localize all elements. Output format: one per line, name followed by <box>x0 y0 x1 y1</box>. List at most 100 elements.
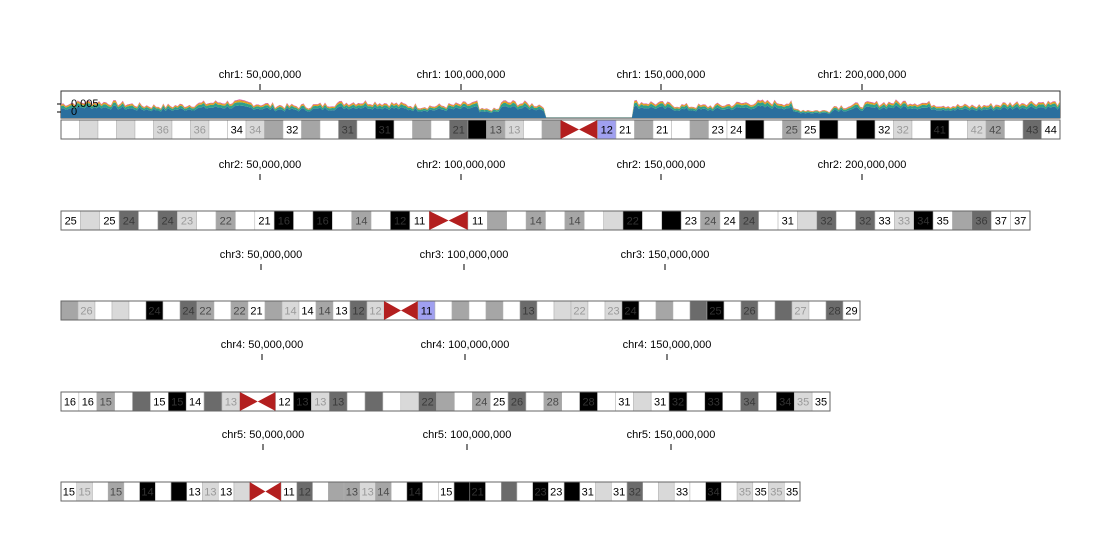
cytoband[interactable] <box>835 210 856 231</box>
cytoband[interactable] <box>642 481 659 502</box>
cytoband[interactable] <box>390 481 408 502</box>
cytoband[interactable] <box>453 481 471 502</box>
cytoband[interactable] <box>485 300 504 321</box>
cytoband[interactable] <box>721 481 738 502</box>
cytoband[interactable] <box>114 391 133 412</box>
cytoband[interactable] <box>819 119 839 140</box>
cytoband[interactable] <box>128 300 147 321</box>
cytoband[interactable] <box>856 119 876 140</box>
cytoband[interactable] <box>689 300 708 321</box>
cytoband[interactable] <box>155 481 172 502</box>
cytoband[interactable] <box>634 119 654 140</box>
cytoband[interactable] <box>758 210 779 231</box>
cytoband[interactable] <box>60 300 79 321</box>
cytoband[interactable] <box>553 300 572 321</box>
cytoband[interactable] <box>1004 119 1024 140</box>
cytoband[interactable] <box>561 391 580 412</box>
cytoband[interactable] <box>400 391 419 412</box>
cytoband[interactable] <box>536 300 555 321</box>
cytoband[interactable] <box>412 119 432 140</box>
cytoband[interactable] <box>430 119 450 140</box>
cytoband[interactable] <box>808 300 827 321</box>
cytoband[interactable] <box>132 391 151 412</box>
cytoband[interactable] <box>356 119 376 140</box>
cytoband[interactable] <box>467 119 487 140</box>
cytoband[interactable] <box>382 391 402 412</box>
cytoband[interactable] <box>502 300 521 321</box>
cytoband[interactable] <box>661 210 682 231</box>
cytoband[interactable] <box>111 300 130 321</box>
cytoband[interactable] <box>689 119 709 140</box>
cytoband[interactable] <box>745 119 765 140</box>
cytoband[interactable] <box>597 391 616 412</box>
cytoband[interactable] <box>364 391 384 412</box>
cytoband[interactable] <box>171 119 191 140</box>
cytoband[interactable] <box>293 210 314 231</box>
cytoband[interactable] <box>633 391 652 412</box>
cytoband[interactable] <box>328 481 345 502</box>
cytoband[interactable] <box>434 300 453 321</box>
cytoband[interactable] <box>723 300 742 321</box>
cytoband[interactable] <box>501 481 518 502</box>
cytoband[interactable] <box>638 300 657 321</box>
cytoband[interactable] <box>584 210 604 231</box>
cytoband[interactable] <box>952 210 973 231</box>
cytoband[interactable] <box>312 481 329 502</box>
cytoband[interactable] <box>370 210 391 231</box>
cytoband[interactable] <box>233 481 250 502</box>
cytoband[interactable] <box>763 119 783 140</box>
cytoband[interactable] <box>196 210 217 231</box>
cytoband[interactable] <box>436 391 455 412</box>
cytoband[interactable] <box>332 210 352 231</box>
cytoband[interactable] <box>79 119 99 140</box>
cytoband[interactable] <box>170 481 188 502</box>
cytoband[interactable] <box>587 300 606 321</box>
cytoband[interactable] <box>757 300 776 321</box>
cytoband[interactable] <box>264 119 284 140</box>
cytoband[interactable] <box>393 119 413 140</box>
cytoband[interactable] <box>686 391 706 412</box>
cytoband[interactable] <box>485 481 502 502</box>
cytoband[interactable] <box>203 391 223 412</box>
cytoband[interactable] <box>454 391 473 412</box>
cytoband[interactable] <box>134 119 154 140</box>
cytoband[interactable] <box>97 119 117 140</box>
cytoband[interactable] <box>319 119 339 140</box>
cytoband[interactable] <box>658 481 675 502</box>
cytoband[interactable] <box>516 481 533 502</box>
cytoband[interactable] <box>506 210 527 231</box>
cytoband[interactable] <box>235 210 256 231</box>
cytoband[interactable] <box>138 210 159 231</box>
cytoband[interactable] <box>525 391 545 412</box>
cytoband[interactable] <box>672 300 691 321</box>
cytoband[interactable] <box>722 391 741 412</box>
cytoband[interactable] <box>208 119 228 140</box>
cytoband[interactable] <box>545 210 566 231</box>
cytoband[interactable] <box>123 481 140 502</box>
cytoband[interactable] <box>774 300 793 321</box>
cytoband[interactable] <box>523 119 543 140</box>
cytoband[interactable] <box>92 481 109 502</box>
cytoband[interactable] <box>758 391 777 412</box>
cytoband[interactable] <box>468 300 487 321</box>
cytoband[interactable] <box>116 119 136 140</box>
cytoband[interactable] <box>213 300 232 321</box>
cytoband[interactable] <box>911 119 931 140</box>
cytoband[interactable] <box>301 119 321 140</box>
cytoband[interactable] <box>60 119 80 140</box>
cytoband[interactable] <box>595 481 612 502</box>
cytoband[interactable] <box>451 300 470 321</box>
cytoband[interactable] <box>948 119 968 140</box>
cytoband[interactable] <box>80 210 101 231</box>
cytoband[interactable] <box>346 391 366 412</box>
cytoband[interactable] <box>797 210 818 231</box>
cytoband[interactable] <box>487 210 507 231</box>
cytoband[interactable] <box>264 300 283 321</box>
cytoband[interactable] <box>655 300 674 321</box>
cytoband[interactable] <box>837 119 857 140</box>
cytoband[interactable] <box>603 210 624 231</box>
cytoband[interactable] <box>94 300 113 321</box>
cytoband[interactable] <box>689 481 706 502</box>
cytoband[interactable] <box>422 481 439 502</box>
cytoband[interactable] <box>642 210 663 231</box>
